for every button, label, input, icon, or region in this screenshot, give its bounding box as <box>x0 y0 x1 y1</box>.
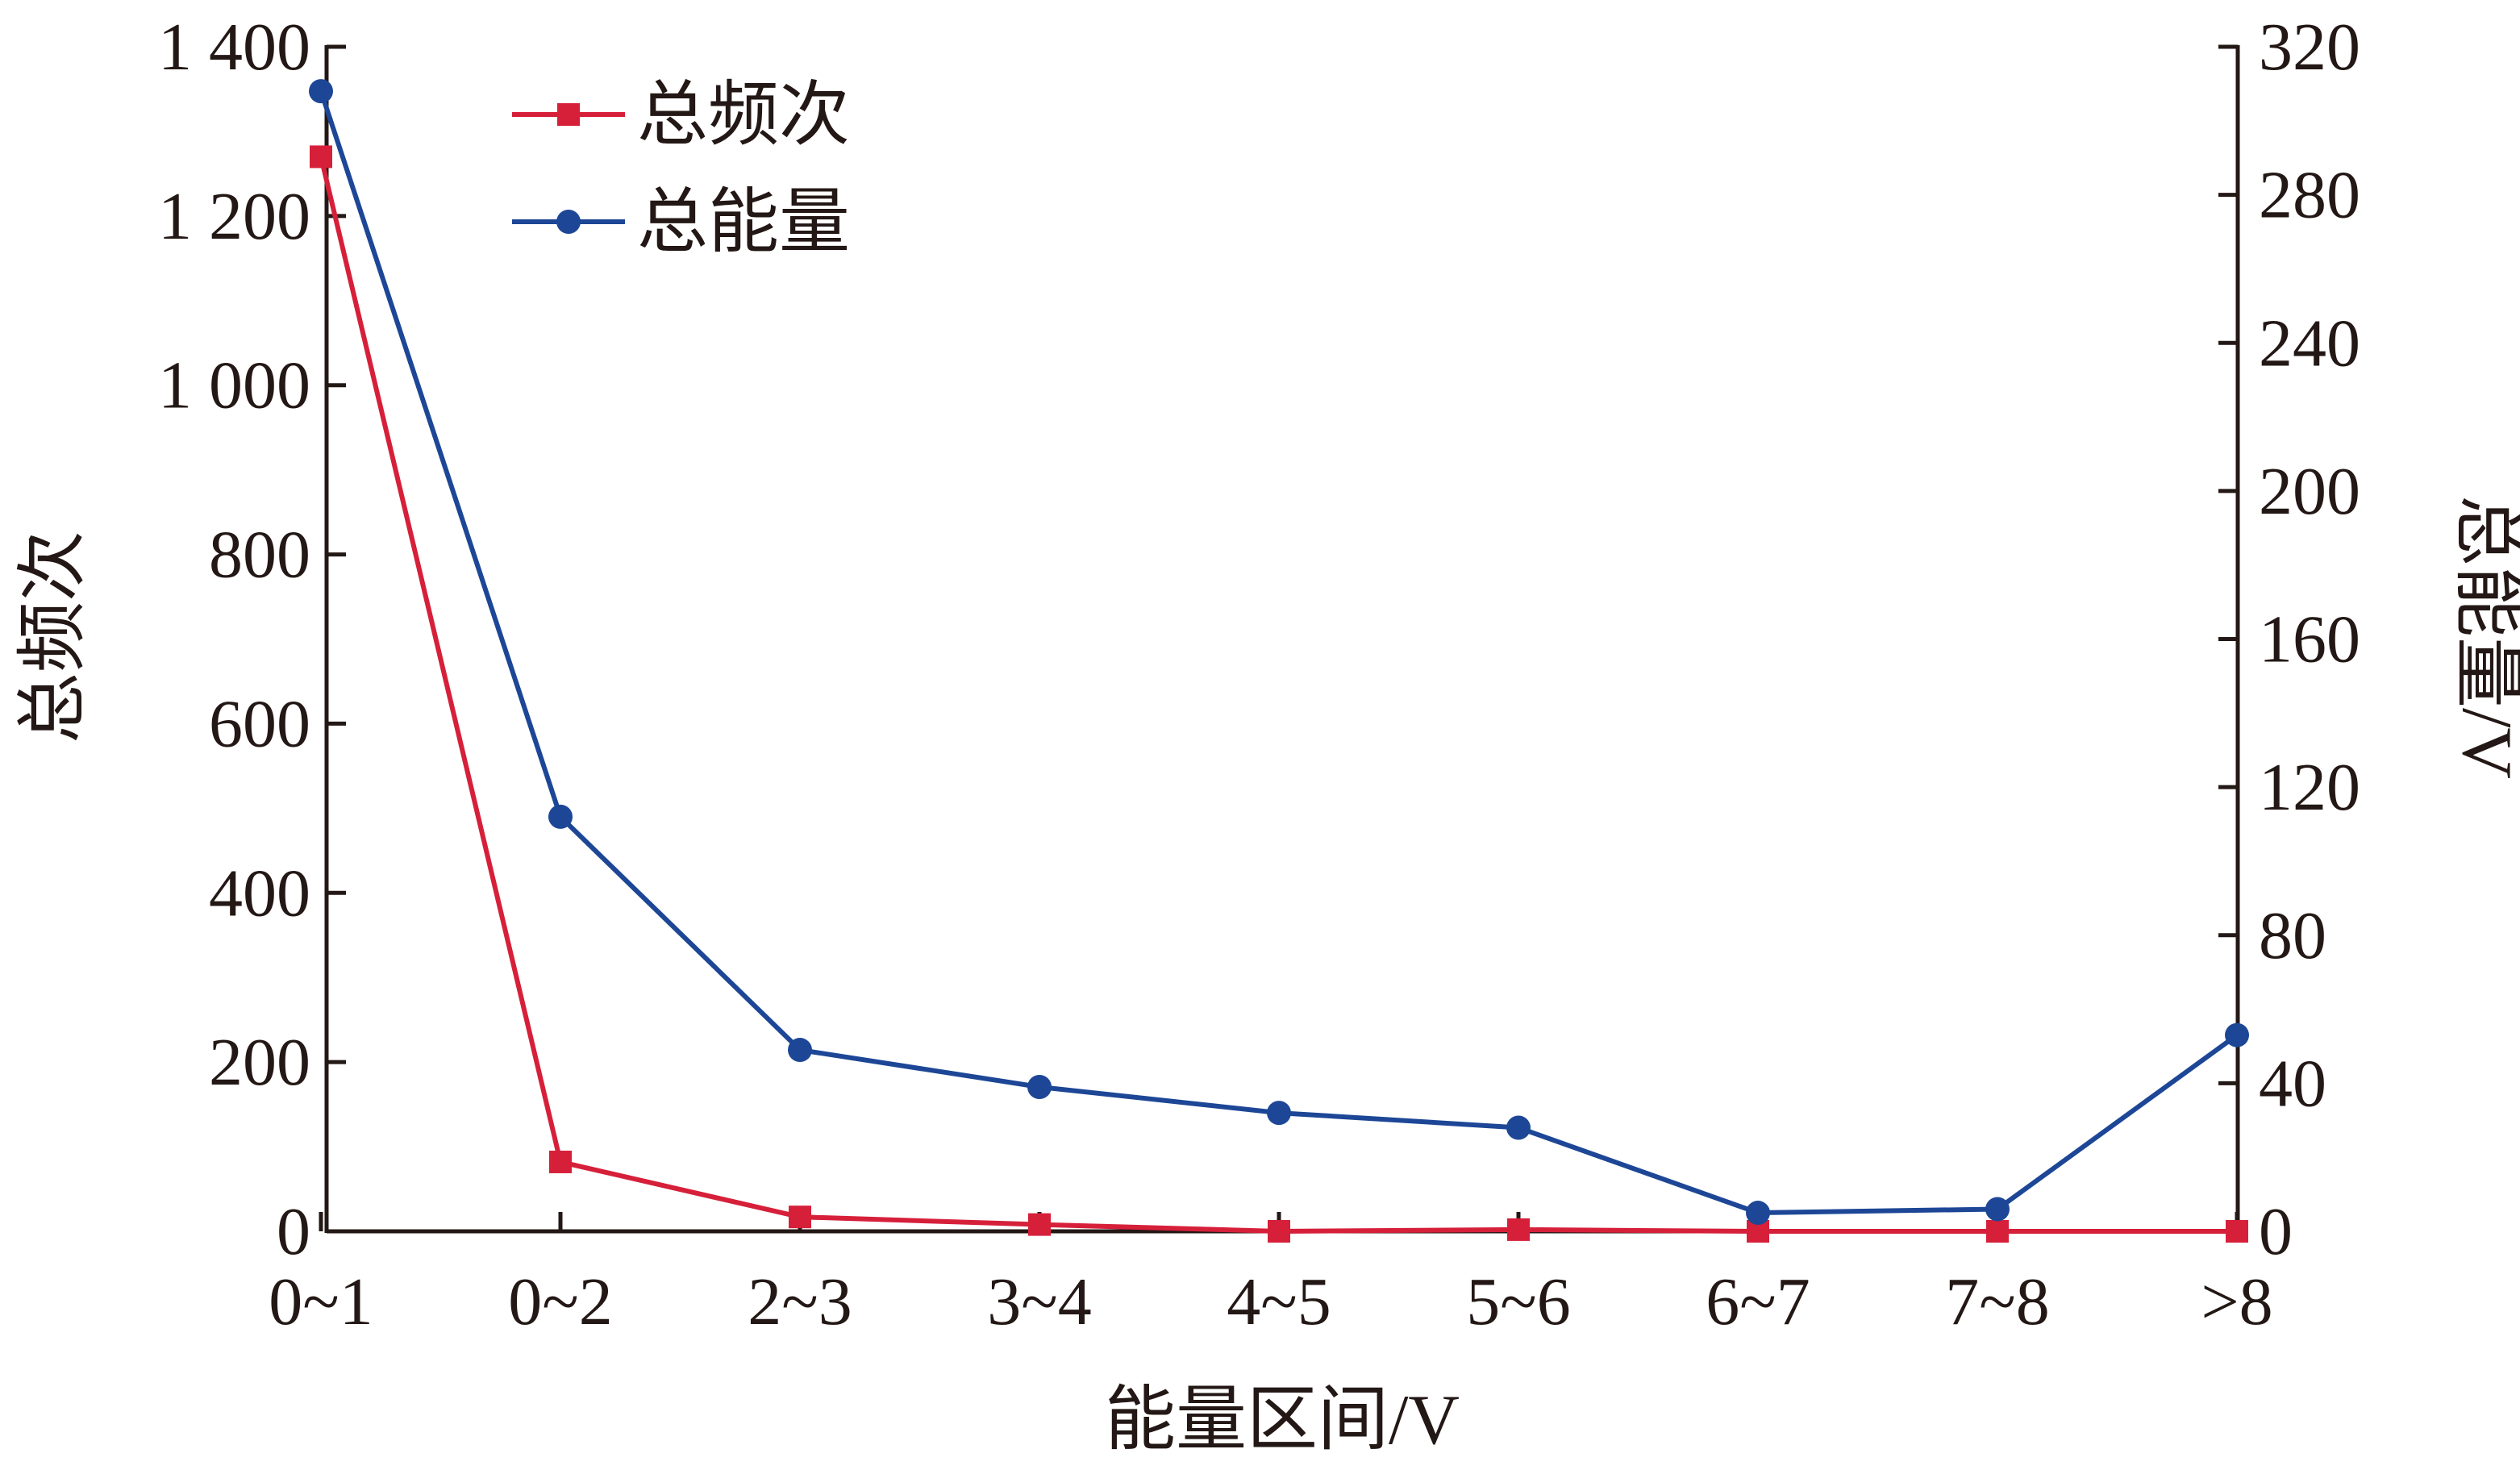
left-y-ticks: 0 200 400 600 800 1 000 1 200 1 400 <box>158 10 346 1269</box>
x-tick-label: 0~1 <box>269 1264 373 1339</box>
data-point-square <box>1986 1220 2009 1243</box>
right-y-tick-label: 280 <box>2259 158 2360 233</box>
right-y-tick-label: 200 <box>2259 454 2360 529</box>
series-layer <box>309 79 2249 1243</box>
data-point-circle <box>788 1038 812 1063</box>
series-frequency <box>310 145 2248 1243</box>
data-point-square <box>1507 1218 1530 1241</box>
legend-label-frequency: 总频次 <box>637 77 850 155</box>
series-energy <box>309 79 2249 1226</box>
right-y-tick-label: 40 <box>2259 1046 2326 1121</box>
data-point-square <box>310 145 332 169</box>
data-point-circle <box>1506 1115 1531 1140</box>
legend: 总频次 总能量 <box>512 77 850 262</box>
right-y-tick-label: 0 <box>2259 1194 2293 1269</box>
data-point-square <box>1028 1213 1051 1236</box>
series-line <box>319 90 2239 1216</box>
left-y-tick-label: 800 <box>209 518 310 593</box>
left-y-tick-label: 600 <box>209 686 310 761</box>
data-point-circle <box>1746 1201 1770 1226</box>
left-y-tick-label: 0 <box>277 1194 310 1269</box>
right-y-tick-label: 240 <box>2259 306 2360 381</box>
data-point-circle <box>548 804 573 829</box>
right-y-axis-title: 总能量/V <box>2447 495 2520 779</box>
right-y-tick-label: 160 <box>2259 602 2360 677</box>
right-y-tick-label: 320 <box>2259 10 2360 85</box>
legend-marker-circle <box>556 210 581 234</box>
right-y-ticks: 0 40 80 120 160 200 240 280 320 <box>2218 10 2360 1269</box>
data-point-square <box>2226 1220 2248 1243</box>
x-tick-label: 5~6 <box>1466 1264 1570 1339</box>
data-point-circle <box>309 79 333 104</box>
x-tick-label: 4~5 <box>1227 1264 1331 1339</box>
data-point-square <box>789 1206 811 1229</box>
data-point-circle <box>2225 1022 2249 1047</box>
right-y-tick-label: 80 <box>2259 898 2326 973</box>
x-ticks: 0~1 0~2 2~3 3~4 4~5 5~6 6~7 7~8 >8 <box>269 1212 2273 1339</box>
legend-item-frequency: 总频次 <box>512 77 850 155</box>
data-point-square <box>549 1150 572 1173</box>
x-tick-label: >8 <box>2201 1264 2272 1339</box>
x-axis-title: 能量区间/V <box>1105 1381 1460 1460</box>
x-tick-label: 7~8 <box>1945 1264 2049 1339</box>
right-y-tick-label: 120 <box>2259 750 2360 825</box>
legend-label-energy: 总能量 <box>637 184 850 262</box>
left-y-tick-label: 200 <box>209 1025 310 1100</box>
data-point-square <box>1268 1220 1290 1243</box>
x-tick-label: 6~7 <box>1706 1264 1810 1339</box>
x-tick-label: 0~2 <box>508 1264 612 1339</box>
left-y-axis-title: 总频次 <box>15 531 93 743</box>
series-line <box>319 156 2237 1235</box>
data-point-circle <box>1985 1197 2010 1222</box>
x-tick-label: 2~3 <box>748 1264 852 1339</box>
data-point-circle <box>1027 1074 1052 1099</box>
legend-item-energy: 总能量 <box>512 184 850 262</box>
left-y-tick-label: 400 <box>209 856 310 931</box>
left-y-tick-label: 1 000 <box>158 348 310 423</box>
legend-marker-square <box>557 103 580 126</box>
left-y-tick-label: 1 200 <box>158 179 310 254</box>
x-tick-label: 3~4 <box>987 1264 1091 1339</box>
data-point-circle <box>1267 1101 1291 1126</box>
left-y-tick-label: 1 400 <box>158 10 310 85</box>
